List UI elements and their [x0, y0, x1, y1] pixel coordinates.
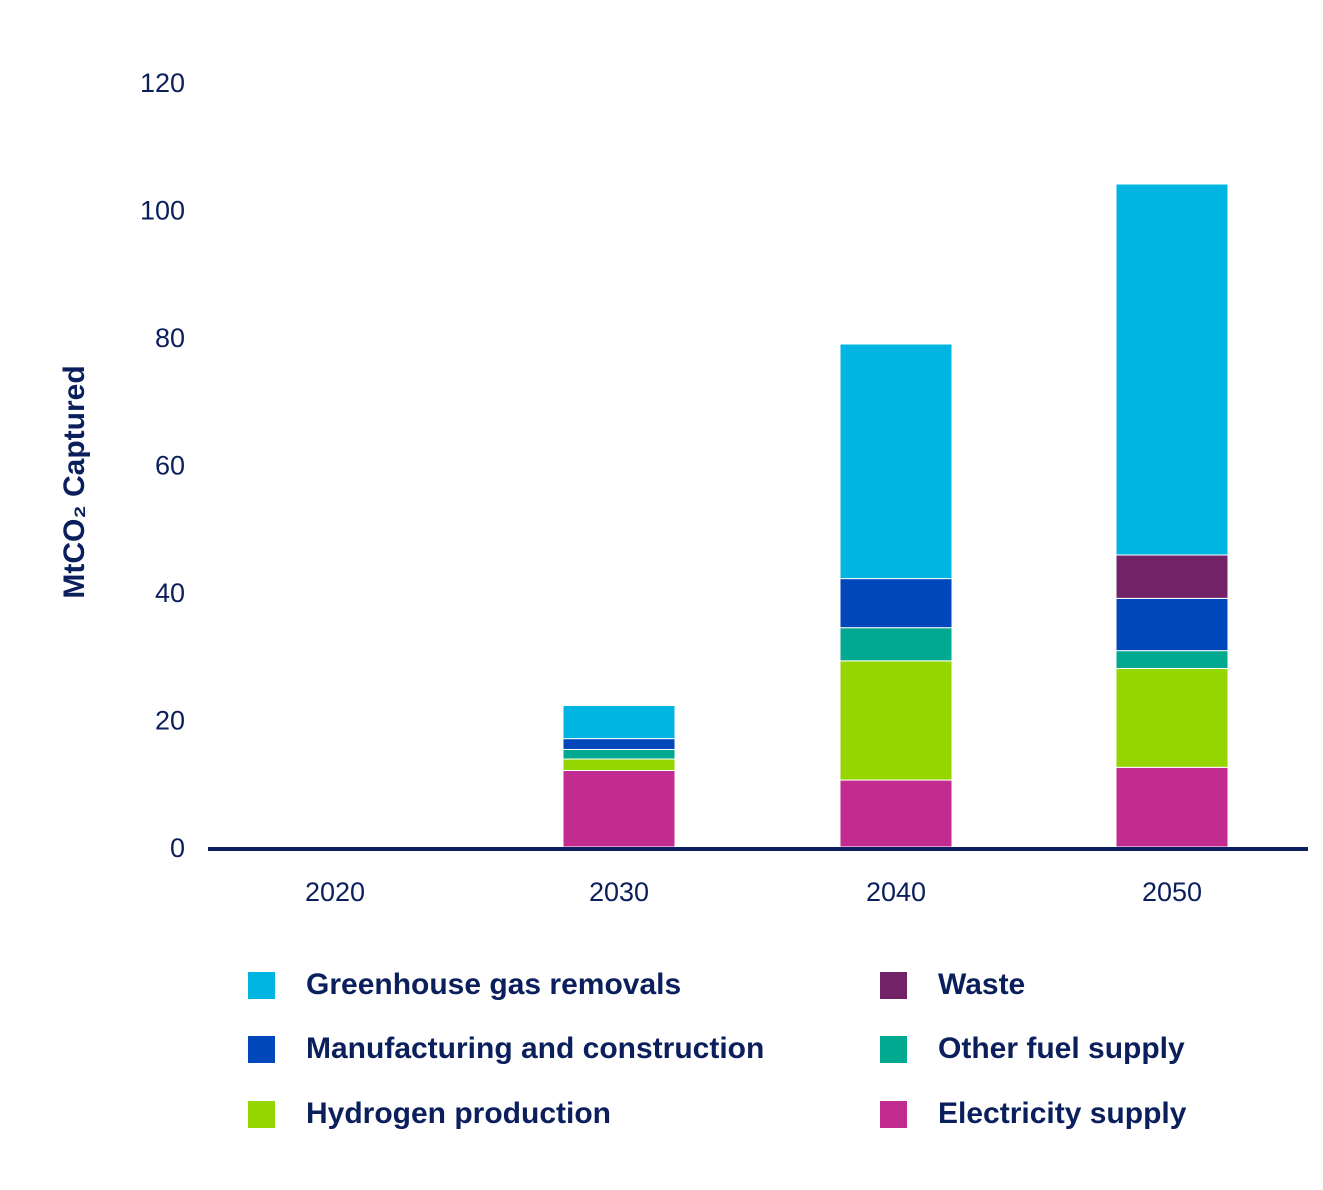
- y-axis-title: MtCO₂ Captured: [58, 365, 91, 598]
- bar-segment-electricity-supply-2040: [839, 779, 953, 848]
- bar-segment-electricity-supply-2030: [562, 770, 676, 848]
- x-tick-label: 2050: [1142, 877, 1202, 907]
- legend-label: Electricity supply: [938, 1097, 1187, 1130]
- y-tick-label: 80: [155, 323, 185, 353]
- legend-swatch: [880, 1100, 907, 1128]
- legend: Greenhouse gas removals Waste Manufactur…: [248, 962, 1248, 1152]
- bar-segment-manufacturing-and-construction-2040: [839, 578, 953, 629]
- legend-swatch: [248, 971, 275, 999]
- x-tick-label: 2040: [866, 877, 926, 907]
- y-tick-label: 60: [155, 451, 185, 481]
- bar-segment-hydrogen-production-2040: [839, 660, 953, 781]
- y-tick-label: 20: [155, 706, 185, 736]
- legend-label: Greenhouse gas removals: [306, 968, 682, 1001]
- legend-label: Waste: [938, 968, 1026, 1001]
- x-axis-ticks: 2020 2030 2040 2050: [305, 877, 1202, 907]
- legend-item-greenhouse-gas-removals: Greenhouse gas removals: [248, 965, 681, 1005]
- y-tick-label: 100: [140, 196, 185, 226]
- legend-item-electricity-supply: Electricity supply: [880, 1094, 1186, 1134]
- legend-item-waste: Waste: [880, 965, 1025, 1005]
- legend-swatch: [880, 1035, 907, 1063]
- bar-segment-greenhouse-gas-removals-2050: [1115, 183, 1229, 556]
- legend-swatch: [880, 971, 907, 999]
- y-tick-label: 40: [155, 578, 185, 608]
- bar-segment-hydrogen-production-2050: [1115, 668, 1229, 768]
- bar-segment-other-fuel-supply-2050: [1115, 650, 1229, 670]
- bar-segment-hydrogen-production-2030: [562, 758, 676, 772]
- bar-segment-electricity-supply-2050: [1115, 766, 1229, 848]
- legend-label: Other fuel supply: [938, 1032, 1185, 1065]
- legend-swatch: [248, 1035, 275, 1063]
- y-tick-label: 0: [170, 833, 185, 863]
- legend-item-hydrogen-production: Hydrogen production: [248, 1094, 611, 1134]
- bar-segment-other-fuel-supply-2040: [839, 627, 953, 662]
- legend-label: Manufacturing and construction: [306, 1032, 765, 1065]
- x-tick-label: 2020: [305, 877, 365, 907]
- y-tick-label: 120: [140, 68, 185, 98]
- bar-segment-greenhouse-gas-removals-2030: [562, 704, 676, 740]
- bar-segment-other-fuel-supply-2030: [562, 748, 676, 760]
- bar-segment-manufacturing-and-construction-2030: [562, 738, 676, 750]
- bar-stacks: [562, 183, 1229, 848]
- bar-segment-waste-2050: [1115, 554, 1229, 599]
- legend-swatch: [248, 1100, 275, 1128]
- bar-segment-greenhouse-gas-removals-2040: [839, 343, 953, 580]
- bar-segment-manufacturing-and-construction-2050: [1115, 597, 1229, 652]
- x-tick-label: 2030: [589, 877, 649, 907]
- legend-item-other-fuel-supply: Other fuel supply: [880, 1029, 1185, 1069]
- legend-label: Hydrogen production: [306, 1097, 611, 1130]
- y-axis-ticks: 0 20 40 60 80 100 120: [140, 68, 185, 863]
- legend-item-manufacturing-and-construction: Manufacturing and construction: [248, 1029, 764, 1069]
